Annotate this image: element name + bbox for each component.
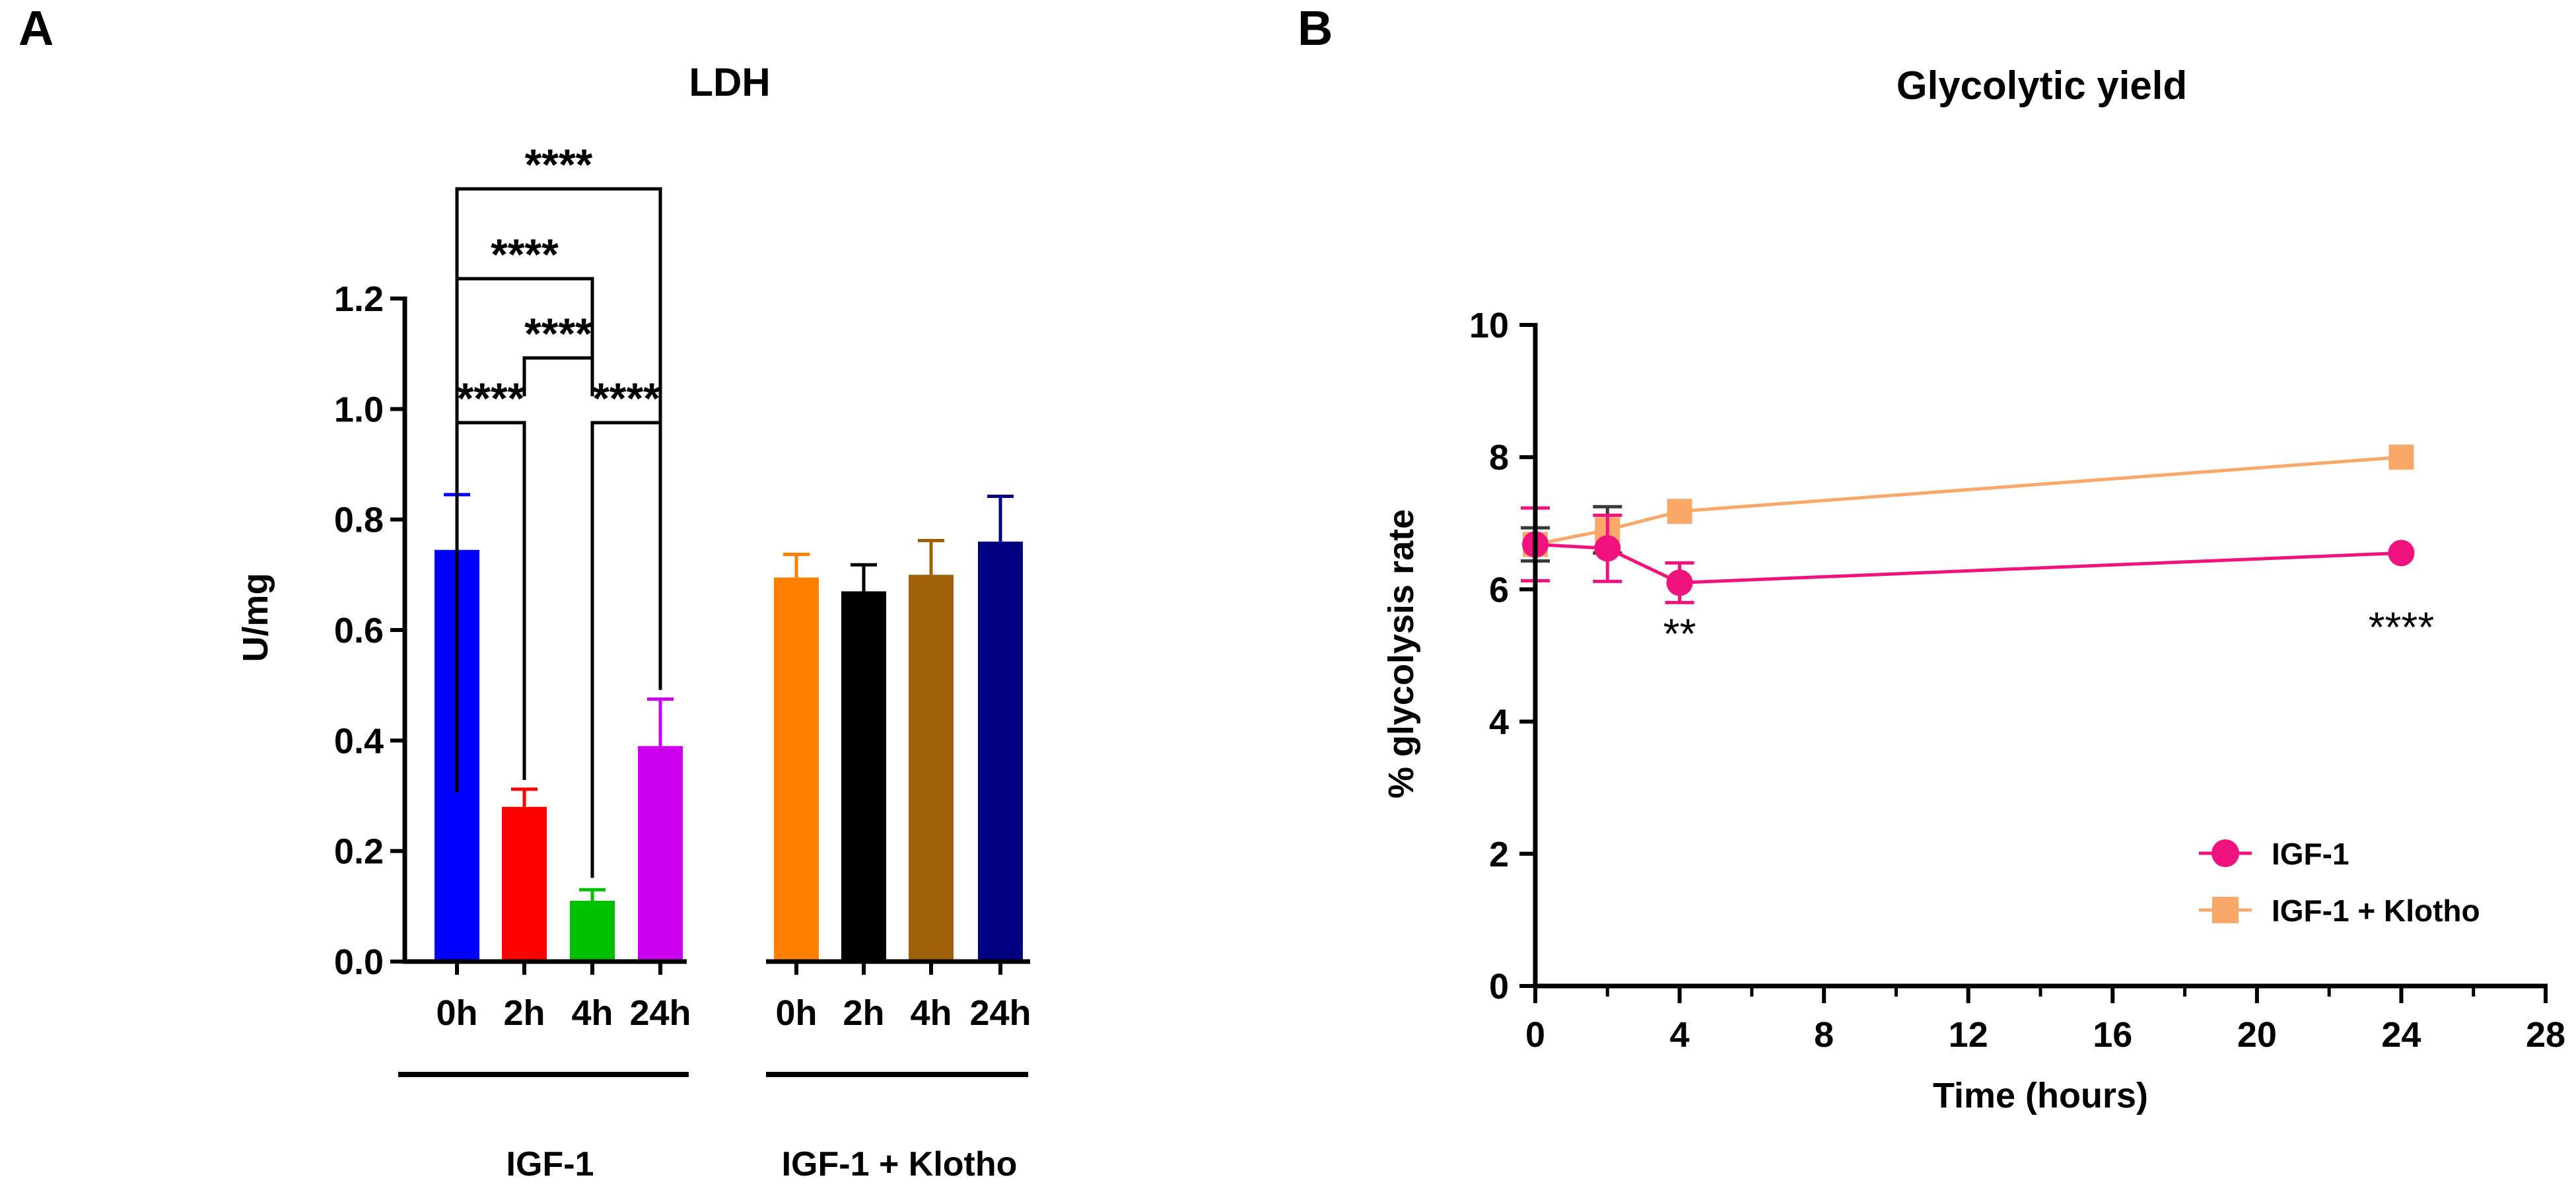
panel-a-y-tick-label: 0.6 xyxy=(334,611,384,651)
panel-b-y-tick-labels: 0 2 4 6 8 10 xyxy=(1469,306,1509,1006)
panel-a-y-tick-label: 0.0 xyxy=(334,942,384,982)
significance-annotation: ** xyxy=(1663,610,1696,657)
panel-b-y-tick-label: 0 xyxy=(1489,967,1509,1006)
panel-b-y-tick-label: 8 xyxy=(1489,438,1509,477)
panel-b-x-tick-label: 28 xyxy=(2526,1015,2565,1055)
bar xyxy=(978,542,1023,962)
panel-b-y-axis-label: % glycolysis rate xyxy=(1381,509,1421,798)
bar xyxy=(774,577,819,962)
significance-bracket xyxy=(455,421,526,792)
panel-a-y-tick-labels: 0.0 0.2 0.4 0.6 0.8 1.0 1.2 xyxy=(334,279,384,982)
significance-bracket xyxy=(522,356,594,396)
panel-b-y-tick-label: 4 xyxy=(1489,703,1509,742)
panel-b-y-tick-label: 6 xyxy=(1489,570,1509,610)
significance-label: **** xyxy=(592,374,660,423)
significance-bracket xyxy=(455,187,662,690)
data-point xyxy=(1666,569,1693,596)
significance-bracket xyxy=(455,277,594,423)
panel-b-legend: IGF-1 IGF-1 + Klotho xyxy=(2199,837,2480,928)
panel-b-x-tick-label: 4 xyxy=(1670,1015,1690,1055)
series-line xyxy=(1535,455,2402,546)
panel-b-x-tick-label: 24 xyxy=(2381,1015,2421,1055)
panel-b-x-tick-label: 12 xyxy=(1949,1015,1988,1055)
panel-a-x-tick-label: 0h xyxy=(775,993,817,1033)
panel-a-x-tick-label: 24h xyxy=(969,993,1031,1033)
panel-a-group-labels: IGF-1 IGF-1 + Klotho xyxy=(398,1072,1028,1183)
panel-a-axes xyxy=(390,297,1030,975)
panel-a-letter: A xyxy=(18,1,53,55)
panel-a-x-tick-label: 0h xyxy=(436,993,477,1033)
data-point xyxy=(1667,499,1692,524)
panel-a-y-tick-label: 0.8 xyxy=(334,501,384,540)
panel-a-y-tick-label: 1.0 xyxy=(334,390,384,429)
panel-a-y-tick-label: 0.2 xyxy=(334,832,384,872)
group-label-igf1: IGF-1 xyxy=(506,1145,594,1183)
data-point xyxy=(1594,535,1621,562)
significance-label: **** xyxy=(491,230,559,279)
panel-b-x-tick-label: 8 xyxy=(1814,1015,1834,1055)
panel-a: A LDH U/mg 0.0 0.2 0.4 0.6 0.8 1.0 1.2 0… xyxy=(18,1,1031,1183)
bar xyxy=(909,575,954,962)
panel-b-x-tick-labels: 0 4 8 12 16 20 24 28 xyxy=(1525,1015,2565,1055)
bar xyxy=(841,591,886,962)
data-point xyxy=(2388,540,2415,567)
legend-marker-igf1-klotho xyxy=(2212,897,2239,923)
panel-b-y-tick-label: 10 xyxy=(1469,306,1509,345)
significance-label: **** xyxy=(525,140,593,189)
legend-label-igf1-klotho: IGF-1 + Klotho xyxy=(2272,894,2480,928)
panel-b-annotations: ** **** xyxy=(1663,603,2435,657)
panel-b-axes xyxy=(1519,323,2548,1003)
significance-annotation: **** xyxy=(2369,603,2435,651)
panel-a-bars xyxy=(435,493,1023,962)
legend-label-igf1: IGF-1 xyxy=(2272,837,2350,871)
panel-b-x-tick-label: 0 xyxy=(1525,1015,1545,1055)
panel-a-x-tick-labels: 0h 2h 4h 24h 0h 2h 4h 24h xyxy=(436,993,1031,1033)
panel-b-y-tick-label: 2 xyxy=(1489,835,1509,874)
panel-a-x-tick-label: 4h xyxy=(910,993,952,1033)
panel-b-x-tick-label: 20 xyxy=(2237,1015,2277,1055)
panel-b-x-axis-label: Time (hours) xyxy=(1933,1076,2148,1115)
panel-b-title: Glycolytic yield xyxy=(1897,63,2187,108)
panel-a-y-axis-label: U/mg xyxy=(236,573,275,662)
significance-label: **** xyxy=(524,309,592,358)
panel-b-plot-area xyxy=(1521,444,2415,604)
panel-a-title: LDH xyxy=(689,60,770,104)
panel-a-y-tick-label: 0.4 xyxy=(334,721,384,761)
panel-a-x-tick-label: 4h xyxy=(571,993,613,1033)
panel-b: B Glycolytic yield % glycolysis rate Tim… xyxy=(1298,1,2565,1115)
legend-marker-igf1 xyxy=(2211,839,2239,867)
panel-a-x-tick-label: 24h xyxy=(629,993,691,1033)
panel-a-x-tick-label: 2h xyxy=(503,993,545,1033)
panel-b-letter: B xyxy=(1298,1,1333,55)
series-line xyxy=(1535,542,2402,584)
bar xyxy=(638,746,683,962)
group-label-igf1-klotho: IGF-1 + Klotho xyxy=(782,1145,1018,1183)
bar xyxy=(502,806,547,962)
significance-label: **** xyxy=(457,374,525,423)
panel-a-significance-brackets: **** **** **** **** **** xyxy=(455,140,662,878)
bar xyxy=(570,900,615,962)
data-point xyxy=(2388,444,2414,470)
panel-a-x-tick-label: 2h xyxy=(843,993,884,1033)
panel-b-x-tick-label: 16 xyxy=(2093,1015,2132,1055)
panel-a-y-tick-label: 1.2 xyxy=(334,279,384,319)
